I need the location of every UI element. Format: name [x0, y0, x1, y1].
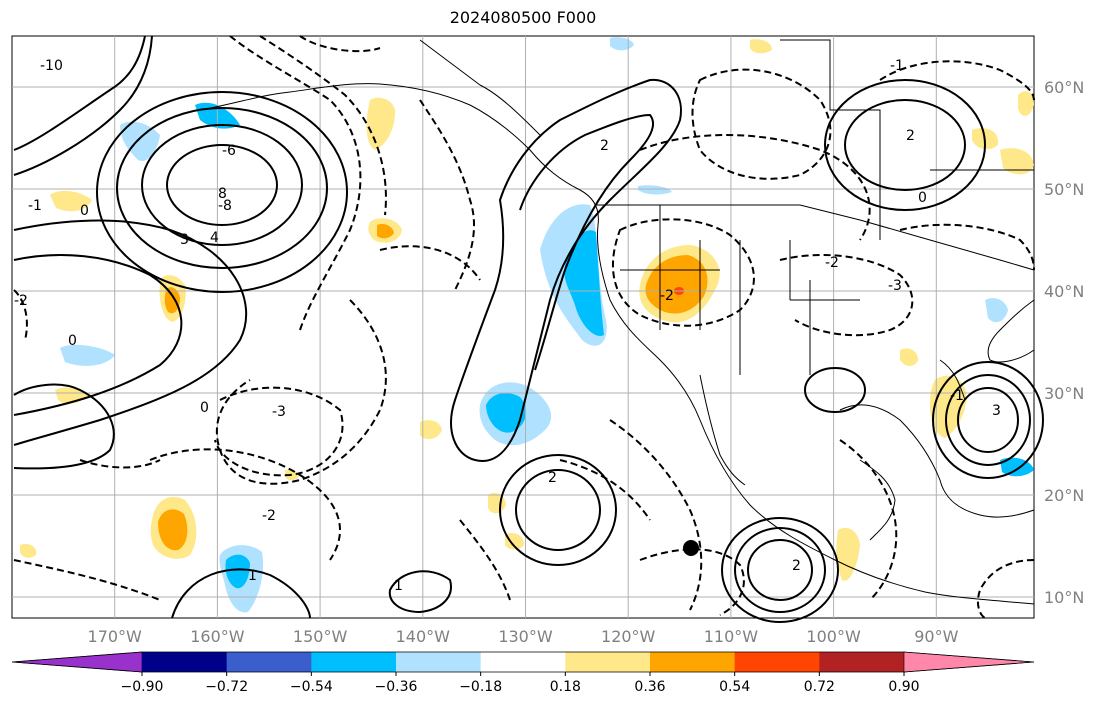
- colorbar-label: 0.54: [719, 679, 750, 695]
- colorbar-label: −0.72: [205, 679, 248, 695]
- contour-label: 0: [68, 333, 77, 349]
- contour-label: 8: [218, 186, 227, 202]
- contour-label: -2: [14, 293, 28, 309]
- lat-tick-label: 50°N: [1044, 180, 1084, 199]
- contour-label: 3: [180, 232, 189, 248]
- colorbar-extend-low: [11, 651, 143, 673]
- latitude-labels: 60°N 50°N 40°N 30°N 20°N 10°N: [1044, 78, 1084, 607]
- colorbar-cell: [226, 652, 312, 672]
- lon-tick-label: 90°W: [914, 627, 958, 646]
- map-panel: 8 4 3 2 1 2 3 2 2 1 -8 -6 -10 -2 -3 -2 -…: [11, 35, 1044, 623]
- colorbar-cell: [734, 652, 820, 672]
- colorbar-label: 0.72: [804, 679, 835, 695]
- contour-label: -3: [888, 278, 902, 294]
- lat-tick-label: 30°N: [1044, 384, 1084, 403]
- colorbar-cell: [311, 652, 397, 672]
- lon-tick-label: 140°W: [396, 627, 451, 646]
- lon-tick-label: 170°W: [88, 627, 143, 646]
- lat-tick-label: 20°N: [1044, 486, 1084, 505]
- contour-label: 1: [248, 568, 257, 584]
- colorbar-label: −0.54: [290, 679, 333, 695]
- colorbar-cell: [650, 652, 736, 672]
- lon-tick-label: 120°W: [601, 627, 656, 646]
- storm-center-marker: [683, 540, 699, 556]
- colorbar-cell: [480, 652, 566, 672]
- lon-tick-label: 160°W: [190, 627, 245, 646]
- contour-label: 0: [200, 400, 209, 416]
- colorbar-extend-high: [903, 651, 1035, 673]
- contour-label: -2: [825, 255, 839, 271]
- contour-labels: 8 4 3 2 1 2 3 2 2 1 -8 -6 -10 -2 -3 -2 -…: [14, 58, 1001, 594]
- colorbar-label: −0.36: [375, 679, 418, 695]
- lat-tick-label: 10°N: [1044, 588, 1084, 607]
- contour-label: -2: [660, 288, 674, 304]
- colorbar-cell: [142, 652, 228, 672]
- lon-tick-label: 150°W: [293, 627, 348, 646]
- colorbar-label: −0.90: [121, 679, 164, 695]
- contour-label: 2: [792, 558, 801, 574]
- colorbar: −0.90 −0.72 −0.54 −0.36 −0.18 0.18 0.36 0.54 0.7…: [11, 651, 1035, 695]
- contour-label: -1: [890, 58, 904, 74]
- contour-label: 2: [600, 138, 609, 154]
- contour-label: -6: [222, 143, 236, 159]
- colorbar-label: 0.36: [634, 679, 665, 695]
- contour-label: 3: [992, 403, 1001, 419]
- colorbar-cell: [396, 652, 482, 672]
- lon-tick-label: 110°W: [704, 627, 759, 646]
- contour-label: 2: [548, 470, 557, 486]
- lon-tick-label: 100°W: [806, 627, 861, 646]
- colorbar-cell: [819, 652, 905, 672]
- colorbar-cell: [565, 652, 651, 672]
- contour-label: 1: [394, 578, 403, 594]
- contour-label: -10: [40, 58, 63, 74]
- negative-contours: [13, 35, 1035, 619]
- lat-tick-label: 40°N: [1044, 282, 1084, 301]
- contour-label: -8: [218, 198, 232, 214]
- lon-tick-label: 130°W: [498, 627, 553, 646]
- map-title: 2024080500 F000: [449, 8, 597, 27]
- graticule: [12, 36, 1034, 618]
- colorbar-label: −0.18: [459, 679, 502, 695]
- contour-label: 0: [80, 203, 89, 219]
- coastlines: [199, 39, 1035, 605]
- contour-label: -1: [950, 388, 964, 404]
- contour-label: -3: [272, 404, 286, 420]
- contour-label: 2: [906, 128, 915, 144]
- colorbar-label: 0.90: [888, 679, 919, 695]
- contour-label: -2: [262, 508, 276, 524]
- contour-label: 4: [210, 230, 219, 246]
- lat-tick-label: 60°N: [1044, 78, 1084, 97]
- contour-label: 0: [918, 190, 927, 206]
- longitude-labels: 170°W 160°W 150°W 140°W 130°W 120°W 110°…: [88, 627, 959, 646]
- contour-label: -1: [28, 198, 42, 214]
- colorbar-label: 0.18: [550, 679, 581, 695]
- positive-contours: [13, 35, 1044, 623]
